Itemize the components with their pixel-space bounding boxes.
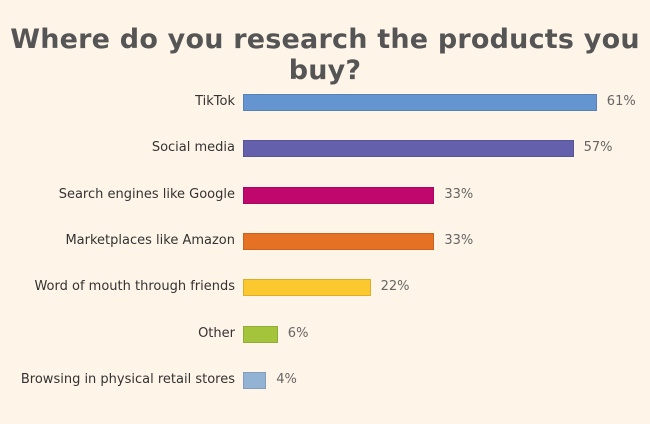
category-label: Search engines like Google [58,186,235,202]
chart-title: Where do you research the products you b… [10,24,640,86]
category-label: Marketplaces like Amazon [65,232,235,248]
value-label: 61% [606,94,636,109]
category-label: Word of mouth through friends [34,279,235,295]
bar [243,232,435,250]
value-label: 33% [444,232,474,248]
bar [243,279,371,297]
category-label: Social media [151,140,235,156]
value-label: 33% [444,186,474,202]
value-label: 6% [287,325,309,341]
bar [243,186,435,204]
category-label: TikTok [195,94,235,109]
value-label: 22% [380,279,410,295]
category-label: Other [198,325,235,341]
bar [243,325,278,343]
value-label: 57% [583,140,613,156]
bar [243,371,267,389]
category-label: Browsing in physical retail stores [20,371,235,387]
bar [243,94,597,111]
bar [243,140,574,158]
value-label: 4% [276,371,297,387]
